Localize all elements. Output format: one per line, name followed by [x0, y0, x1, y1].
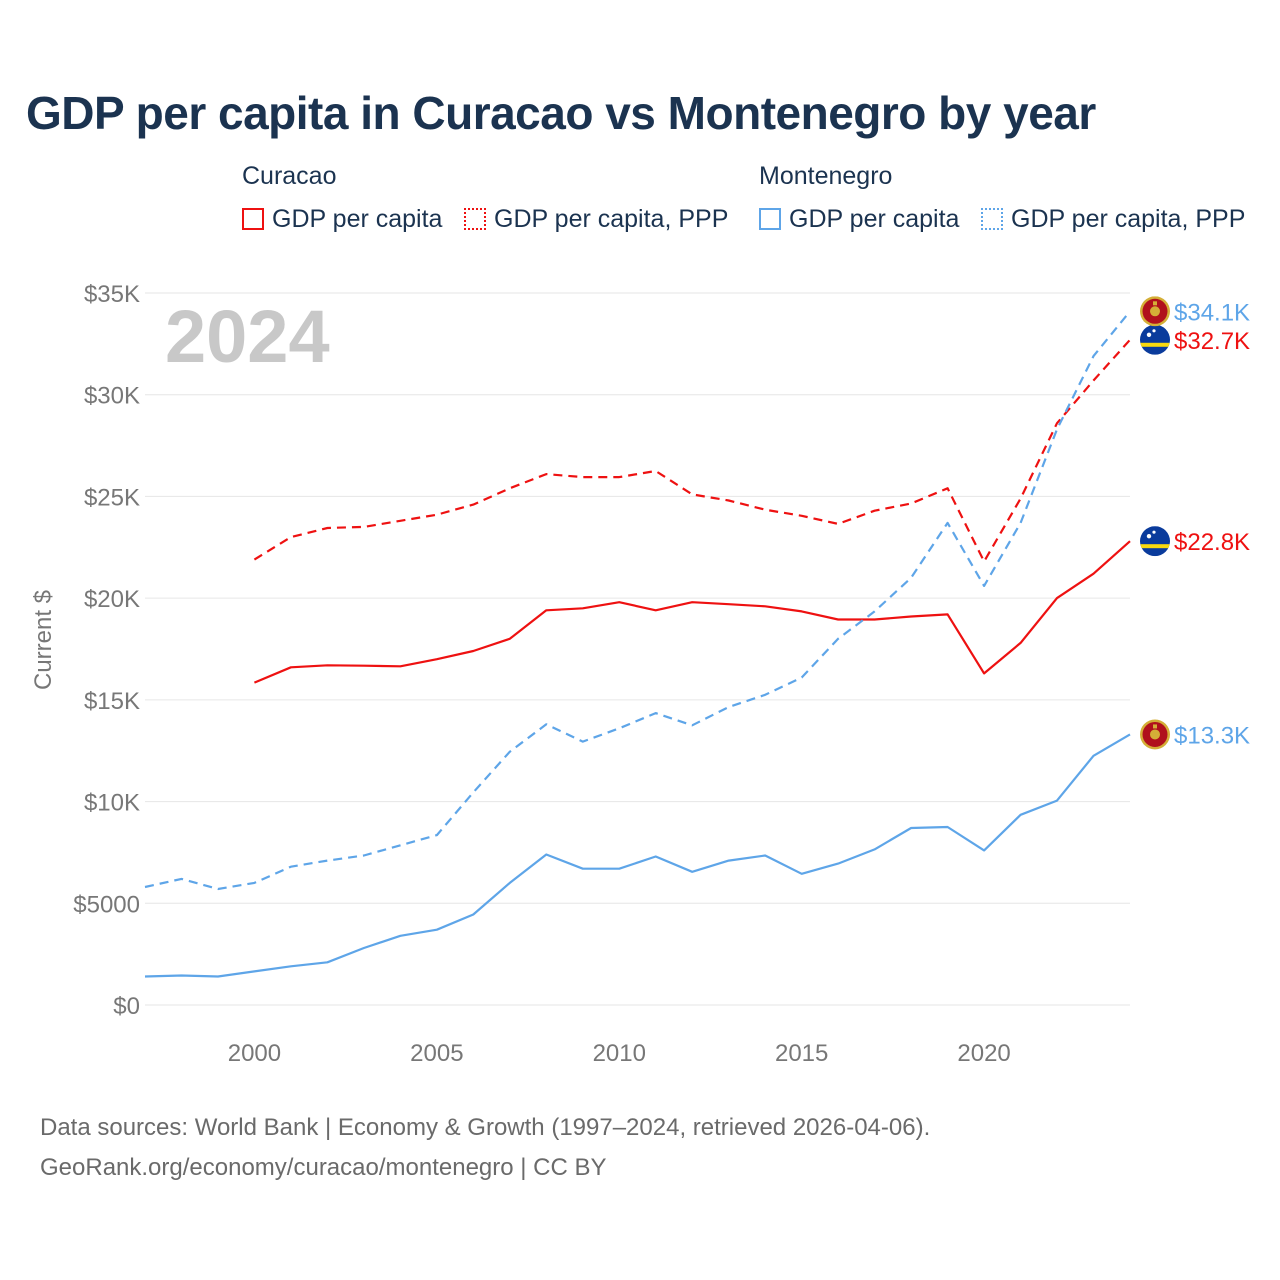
legend-swatch-solid-red	[242, 208, 264, 230]
y-tick-label: $0	[113, 993, 140, 1020]
x-tick-label: 2005	[410, 1040, 463, 1067]
x-tick-label: 2000	[228, 1040, 281, 1067]
y-tick-label: $20K	[84, 586, 140, 613]
series-line-curacao-gdp-per-capita-ppp	[253, 339, 1131, 563]
line-chart: $0 $5000 $10K $15K $20K $25K $30K $35K 2000 2005 2…	[30, 281, 1250, 1067]
end-labels: $22.8K $32.7K $13.3K $34.1K	[1140, 296, 1250, 750]
y-tick-label: $5000	[73, 891, 140, 918]
series-line-curacao-gdp-per-capita	[253, 540, 1131, 684]
y-tick-label: $35K	[84, 281, 140, 308]
end-value-label: $13.3K	[1174, 722, 1250, 749]
end-value-label: $32.7K	[1174, 328, 1250, 355]
x-tick-label: 2020	[957, 1040, 1010, 1067]
x-tick-label: 2015	[775, 1040, 828, 1067]
data-source-note: Data sources: World Bank | Economy & Gro…	[40, 1114, 931, 1141]
series-line-montenegro-gdp-per-capita-ppp	[144, 310, 1131, 891]
legend-swatch-dotted-blue	[981, 208, 1003, 230]
axis-ticks: $0 $5000 $10K $15K $20K $25K $30K $35K 2000 2005 2…	[73, 281, 1011, 1067]
series-lines	[144, 310, 1131, 978]
y-tick-label: $15K	[84, 688, 140, 715]
series-line-montenegro-gdp-per-capita	[144, 733, 1131, 978]
montenegro-flag-icon	[1140, 296, 1170, 327]
page-title: GDP per capita in Curacao vs Montenegro …	[26, 87, 1096, 139]
legend-item-curacao-gdp[interactable]: GDP per capita	[242, 204, 442, 234]
montenegro-flag-icon	[1140, 719, 1170, 750]
y-tick-label: $10K	[84, 790, 140, 817]
footer: Data sources: World Bank | Economy & Gro…	[40, 1108, 930, 1188]
legend-item-montenegro-gdp-ppp[interactable]: GDP per capita, PPP	[981, 204, 1245, 234]
legend-label: GDP per capita, PPP	[494, 204, 729, 233]
source-link[interactable]: GeoRank.org/economy/curacao/montenegro |…	[40, 1154, 607, 1181]
y-tick-label: $25K	[84, 484, 140, 511]
legend-item-montenegro-gdp[interactable]: GDP per capita	[759, 204, 959, 234]
grid-lines	[145, 292, 1130, 1006]
end-value-label: $22.8K	[1174, 529, 1250, 556]
curacao-flag-icon	[1140, 324, 1170, 355]
legend-label: GDP per capita	[789, 204, 960, 233]
legend-label: GDP per capita, PPP	[1011, 204, 1246, 233]
legend-swatch-solid-blue	[759, 208, 781, 230]
legend-swatch-dotted-red	[464, 208, 486, 230]
y-tick-label: $30K	[84, 383, 140, 410]
legend-group-curacao: Curacao	[242, 162, 337, 190]
legend-group-montenegro: Montenegro	[759, 162, 893, 190]
legend-label: GDP per capita	[272, 204, 443, 233]
end-value-label: $34.1K	[1174, 299, 1250, 326]
year-watermark: 2024	[165, 295, 330, 378]
x-tick-label: 2010	[593, 1040, 646, 1067]
curacao-flag-icon	[1140, 526, 1170, 557]
legend-item-curacao-gdp-ppp[interactable]: GDP per capita, PPP	[464, 204, 728, 234]
y-axis-label: Current $	[30, 590, 57, 690]
